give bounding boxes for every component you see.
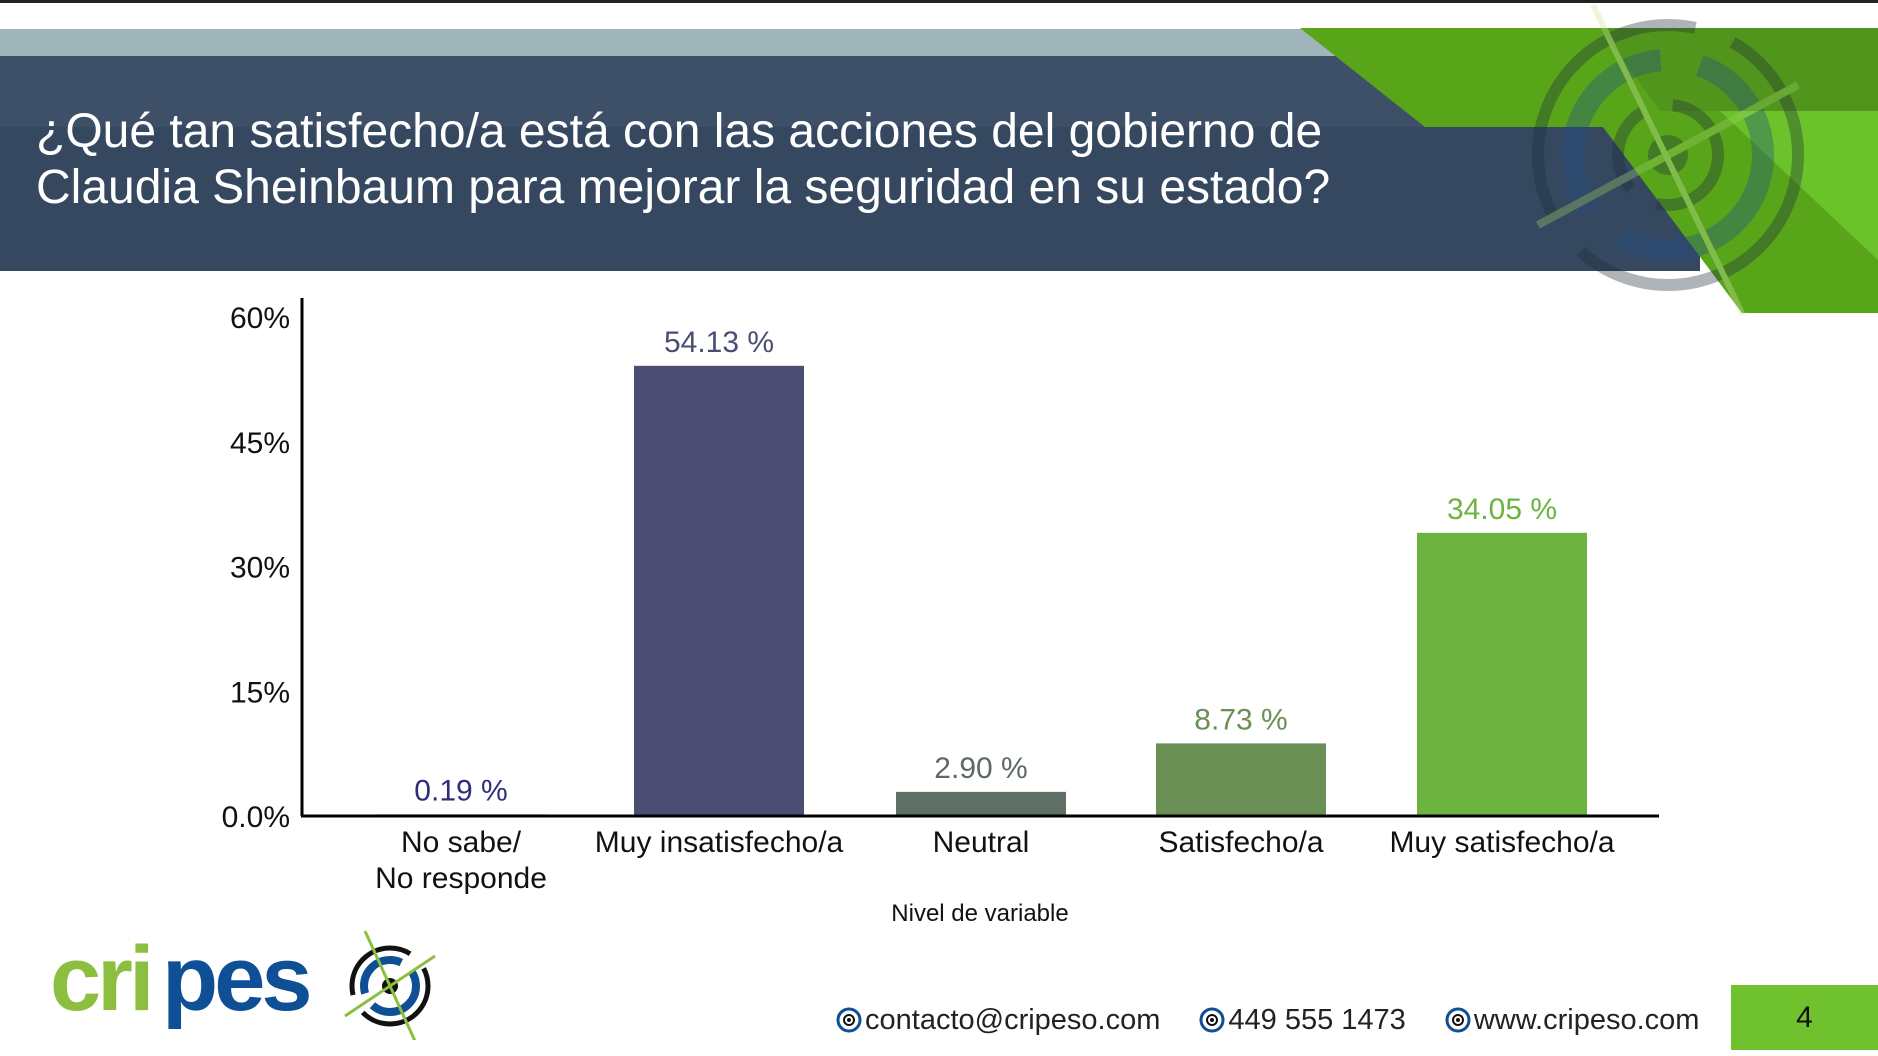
page-title: ¿Qué tan satisfecho/a está con las accio… xyxy=(36,105,1331,214)
bar-value-label: 8.73 % xyxy=(1194,703,1287,736)
bar xyxy=(1156,743,1326,816)
bar-value-label: 54.13 % xyxy=(664,326,774,359)
y-tick-label: 0.0% xyxy=(222,801,290,834)
target-watermark-icon xyxy=(1532,3,1804,317)
target-icon xyxy=(1199,1007,1225,1033)
y-tick-label: 45% xyxy=(230,427,290,460)
x-category-label: Satisfecho/a xyxy=(1158,826,1323,859)
x-axis-title: Nivel de variable xyxy=(891,900,1068,927)
cripeso-logo: cri pes xyxy=(50,930,436,1040)
contact-bar: contacto@cripeso.com 449 555 1473 www.cr… xyxy=(835,1000,1737,1040)
bar xyxy=(1417,532,1587,816)
bar xyxy=(896,791,1066,816)
bar-value-label: 34.05 % xyxy=(1447,493,1557,526)
x-category-label: Neutral xyxy=(933,826,1030,859)
bar-chart: 0.0% 15% 30% 45% 60% 0.19 % No sabe/No respon… xyxy=(222,298,1659,927)
contact-website[interactable]: www.cripeso.com xyxy=(1444,1003,1700,1037)
website-text: www.cripeso.com xyxy=(1473,1003,1700,1036)
target-icon xyxy=(1445,1007,1471,1033)
phone-text: 449 555 1473 xyxy=(1228,1003,1406,1036)
x-category-label: Muy satisfecho/a xyxy=(1389,826,1614,859)
bar-value-label: 0.19 % xyxy=(414,774,507,807)
y-tick-label: 15% xyxy=(230,676,290,709)
page-number: 4 xyxy=(1731,985,1878,1050)
x-category-label: Muy insatisfecho/a xyxy=(595,826,844,859)
bar xyxy=(634,365,804,816)
header-decoration xyxy=(1300,3,1878,317)
contact-email[interactable]: contacto@cripeso.com xyxy=(835,1004,1160,1037)
contact-phone[interactable]: 449 555 1473 xyxy=(1198,1003,1406,1037)
target-icon xyxy=(836,1007,862,1033)
svg-text:pes: pes xyxy=(162,930,309,1030)
y-tick-label: 30% xyxy=(230,552,290,585)
x-category-label: No responde xyxy=(375,862,547,895)
email-text: contacto@cripeso.com xyxy=(865,1003,1161,1036)
bar-value-label: 2.90 % xyxy=(934,752,1027,785)
svg-text:cri: cri xyxy=(50,930,151,1030)
y-tick-label: 60% xyxy=(230,302,290,335)
x-category-label: No sabe/ xyxy=(401,826,522,859)
top-border xyxy=(0,0,1878,3)
